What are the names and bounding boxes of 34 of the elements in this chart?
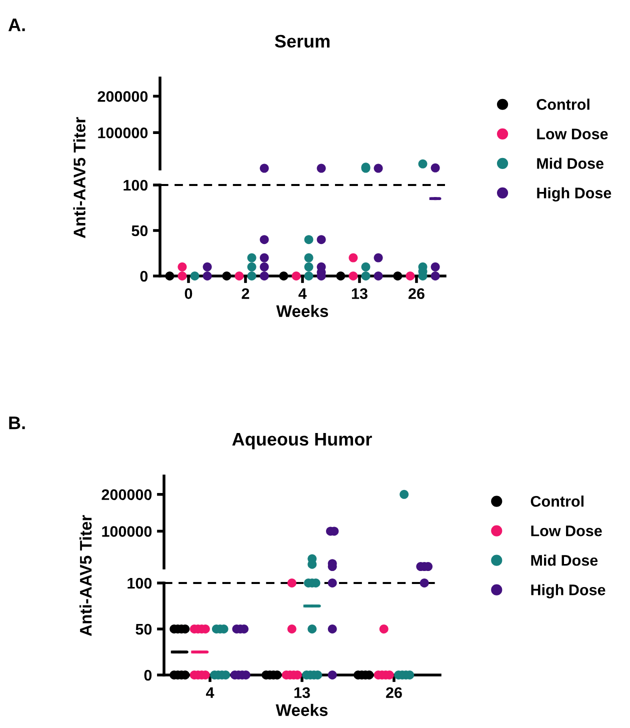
legend-label: Low Dose [537, 128, 608, 140]
text: B. [9, 416, 25, 430]
chart-title: Serum [274, 34, 330, 48]
y-axis-title: Anti-AAV5 Titer [79, 515, 92, 636]
y-tick-label: 0 [144, 670, 152, 681]
y-tick-label: 100 [124, 180, 148, 191]
y-tick-label: 50 [132, 225, 148, 236]
x-tick-label: 4 [298, 288, 307, 299]
legend-label: Control [530, 496, 584, 507]
x-tick-label: 2 [242, 288, 250, 299]
x-tick-label: 13 [294, 687, 310, 698]
chart-title: Aqueous Humor [232, 433, 372, 450]
y-tick-label: 200000 [102, 489, 152, 500]
y-tick-label: 50 [136, 624, 152, 635]
y-tick-label: 100000 [98, 127, 148, 138]
legend-label: Control [536, 98, 590, 110]
x-tick-label: 26 [408, 288, 424, 300]
x-axis-title: Weeks [276, 304, 328, 318]
legend-label: High Dose [531, 584, 606, 598]
text: A. [8, 18, 25, 32]
y-tick-label: 0 [140, 270, 148, 282]
y-tick-label: 200000 [98, 91, 148, 102]
legend-label: Low Dose [531, 526, 602, 536]
legend-label: High Dose [537, 187, 612, 202]
y-tick-label: 100 [128, 578, 152, 589]
x-tick-label: 13 [352, 288, 368, 300]
x-tick-label: 26 [386, 687, 402, 698]
y-axis-title: Anti-AAV5 Titer [73, 117, 86, 238]
legend-label: Mid Dose [537, 158, 604, 169]
x-axis-title: Weeks [276, 704, 328, 716]
x-tick-label: 4 [206, 687, 214, 698]
x-tick-label: 0 [184, 288, 192, 300]
y-tick-label: 100000 [102, 526, 152, 537]
legend-label: Mid Dose [531, 554, 598, 566]
